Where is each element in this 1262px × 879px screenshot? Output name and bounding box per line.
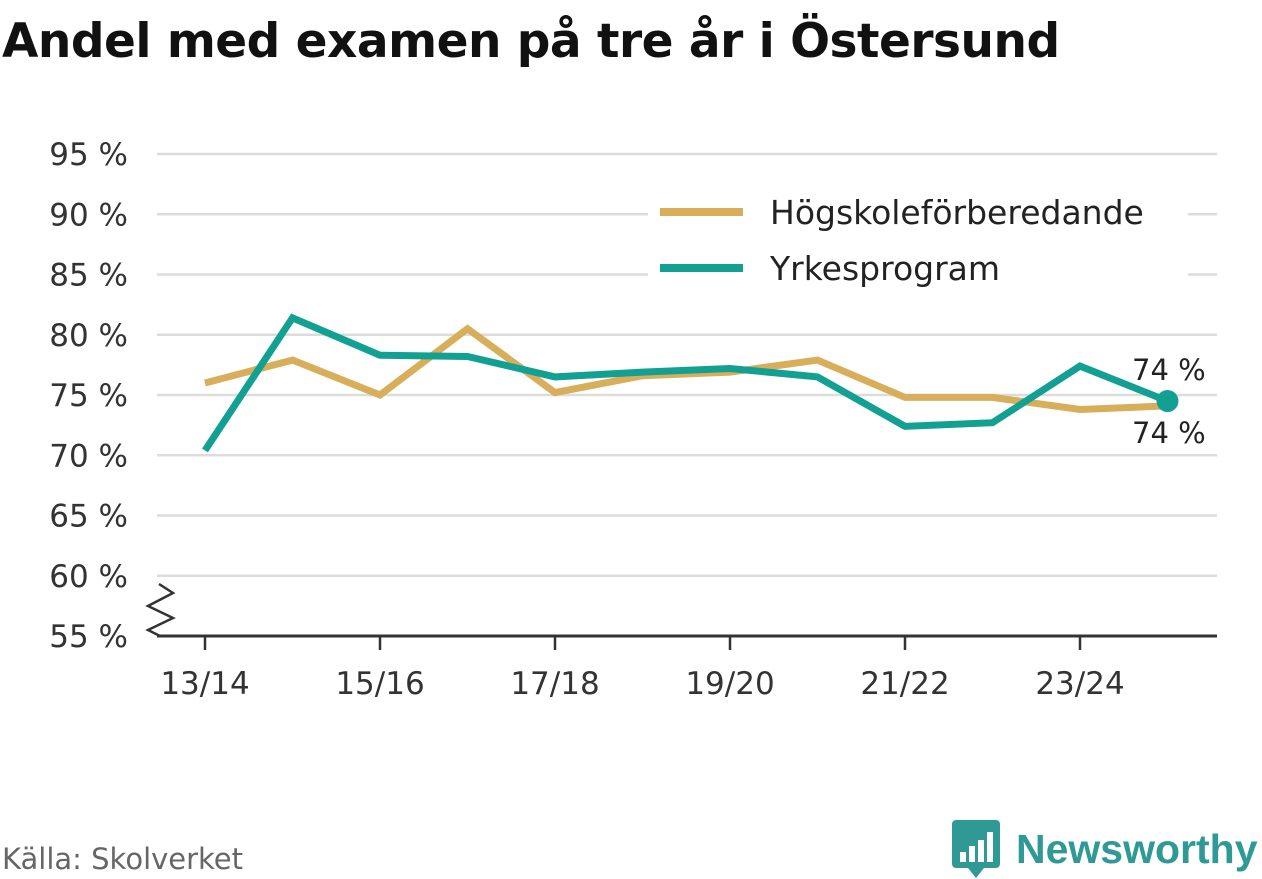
x-tick-label: 19/20	[685, 666, 774, 702]
brand-name: Newsworthy	[1016, 825, 1258, 872]
y-tick-label: 75 %	[49, 378, 128, 414]
axis-break-icon	[145, 582, 176, 638]
y-tick-label: 80 %	[49, 318, 128, 354]
y-tick-label: 55 %	[49, 619, 128, 655]
source-note: Källa: Skolverket	[2, 842, 244, 876]
end-labels: 74 % 74 %	[1132, 353, 1206, 450]
series-lines	[202, 313, 1179, 453]
x-tick-label: 23/24	[1035, 666, 1124, 702]
series-line-hogskole	[204, 324, 1168, 413]
y-tick-label: 60 %	[49, 559, 128, 595]
y-tick-label: 85 %	[49, 258, 128, 294]
legend-background	[648, 185, 1188, 295]
x-tick-label: 13/14	[160, 666, 249, 702]
newsworthy-logo: Newsworthy	[952, 820, 1258, 878]
chart-title: Andel med examen på tre år i Östersund	[2, 14, 1060, 69]
x-tick-label: 17/18	[510, 666, 599, 702]
x-tick-label: 21/22	[860, 666, 949, 702]
bar-chart-icon	[952, 820, 1000, 878]
legend-label: Högskoleförberedande	[770, 193, 1144, 232]
end-label-yrkes: 74 %	[1132, 353, 1206, 387]
y-tick-label: 90 %	[49, 197, 128, 233]
series-line-yrkes	[202, 313, 1169, 453]
end-point-marker	[1156, 390, 1179, 413]
y-tick-label: 70 %	[49, 438, 128, 474]
end-label-hogskole: 74 %	[1132, 416, 1206, 450]
y-axis: 95 % 90 % 85 % 80 % 75 % 70 % 65 % 60 % 55 %	[49, 137, 176, 655]
y-tick-label: 65 %	[49, 499, 128, 535]
legend: Högskoleförberedande Yrkesprogram	[648, 185, 1188, 295]
x-tick-label: 15/16	[335, 666, 424, 702]
x-axis: 13/14 15/16 17/18 19/20 21/22 23/24	[157, 634, 1217, 702]
legend-label: Yrkesprogram	[769, 249, 1000, 288]
y-tick-label: 95 %	[49, 137, 128, 173]
